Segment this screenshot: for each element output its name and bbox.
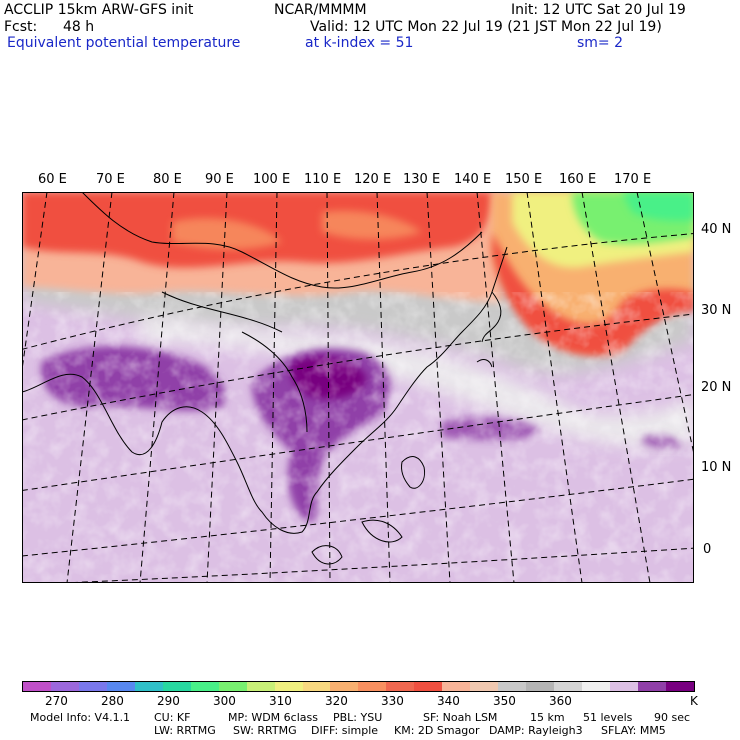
footer-item: SFLAY: MM5 xyxy=(601,724,666,737)
colorbar-swatch xyxy=(358,682,387,691)
forecast-hours: 48 h xyxy=(63,19,95,35)
level-label: at k-index = 51 xyxy=(305,35,414,51)
footer-item: MP: WDM 6class xyxy=(228,711,318,724)
colorbar-tick: 340 xyxy=(437,694,460,708)
colorbar-swatch xyxy=(526,682,555,691)
colorbar-swatch xyxy=(23,682,51,691)
lon-label: 90 E xyxy=(205,172,234,187)
colorbar-tick: 330 xyxy=(381,694,404,708)
colorbar-tick: 350 xyxy=(493,694,516,708)
colorbar-swatch xyxy=(554,682,583,691)
footer-item: 15 km xyxy=(530,711,565,724)
footer-item: SF: Noah LSM xyxy=(423,711,498,724)
colorbar-tick: 280 xyxy=(101,694,124,708)
lon-label: 170 E xyxy=(614,172,652,187)
colorbar-swatch xyxy=(134,682,163,691)
colorbar-swatch xyxy=(330,682,359,691)
footer-item: LW: RRTMG xyxy=(154,724,216,737)
footer-item: KM: 2D Smagor xyxy=(394,724,480,737)
field-name: Equivalent potential temperature xyxy=(7,35,241,51)
colorbar-swatch xyxy=(386,682,415,691)
colorbar-tick: 290 xyxy=(157,694,180,708)
footer-item: 90 sec xyxy=(654,711,691,724)
footer-item: DIFF: simple xyxy=(311,724,379,737)
footer-item: CU: KF xyxy=(154,711,191,724)
colorbar xyxy=(22,681,695,692)
colorbar-swatch xyxy=(162,682,191,691)
colorbar-swatch xyxy=(470,682,499,691)
lat-label: 40 N xyxy=(701,222,732,237)
map-frame xyxy=(22,192,694,583)
colorbar-tick: 360 xyxy=(549,694,572,708)
graticule xyxy=(22,192,694,583)
footer-item: PBL: YSU xyxy=(333,711,383,724)
lat-label: 0 xyxy=(703,542,712,557)
colorbar-swatch xyxy=(582,682,611,691)
model-title: ACCLIP 15km ARW-GFS init xyxy=(4,2,194,18)
colorbar-swatch xyxy=(50,682,79,691)
colorbar-swatch xyxy=(498,682,527,691)
colorbar-tick: 310 xyxy=(269,694,292,708)
lon-label: 70 E xyxy=(96,172,125,187)
teal-zone xyxy=(622,192,694,221)
footer-item: 51 levels xyxy=(583,711,633,724)
lat-label: 10 N xyxy=(701,460,732,475)
colorbar-tick: 300 xyxy=(213,694,236,708)
colorbar-swatch xyxy=(78,682,107,691)
theta-e-map xyxy=(22,192,694,583)
colorbar-swatch xyxy=(637,682,666,691)
colorbar-swatch xyxy=(302,682,331,691)
footer-item: DAMP: Rayleigh3 xyxy=(489,724,583,737)
valid-time: Valid: 12 UTC Mon 22 Jul 19 (21 JST Mon … xyxy=(310,19,662,35)
colorbar-swatch xyxy=(610,682,638,691)
colorbar-tick: 320 xyxy=(325,694,348,708)
lon-label: 150 E xyxy=(505,172,543,187)
footer-item: SW: RRTMG xyxy=(233,724,297,737)
lon-label: 160 E xyxy=(559,172,597,187)
lon-label: 130 E xyxy=(403,172,441,187)
forecast-label: Fcst: xyxy=(4,19,38,35)
lon-label: 120 E xyxy=(354,172,392,187)
colorbar-swatch xyxy=(106,682,135,691)
colorbar-swatch xyxy=(414,682,443,691)
red-patches xyxy=(172,210,422,250)
lat-label: 30 N xyxy=(701,303,732,318)
lat-label: 20 N xyxy=(701,380,732,395)
texture-overlay xyxy=(22,292,694,583)
lon-label: 80 E xyxy=(153,172,182,187)
colorbar-swatch xyxy=(246,682,275,691)
org-label: NCAR/MMMM xyxy=(274,2,367,18)
lon-label: 140 E xyxy=(454,172,492,187)
lon-label: 100 E xyxy=(253,172,291,187)
init-time: Init: 12 UTC Sat 20 Jul 19 xyxy=(511,2,686,18)
colorbar-swatch xyxy=(442,682,471,691)
colorbar-swatch xyxy=(665,682,694,691)
colorbar-tick: 270 xyxy=(45,694,68,708)
footer-item: Model Info: V4.1.1 xyxy=(30,711,131,724)
colorbar-swatch xyxy=(274,682,303,691)
smoothing-label: sm= 2 xyxy=(577,35,624,51)
lon-label: 60 E xyxy=(38,172,67,187)
colorbar-swatch xyxy=(218,682,247,691)
colorbar-swatch xyxy=(190,682,219,691)
lon-label: 110 E xyxy=(304,172,342,187)
colorbar-unit: K xyxy=(690,694,698,708)
coastlines xyxy=(22,192,508,565)
